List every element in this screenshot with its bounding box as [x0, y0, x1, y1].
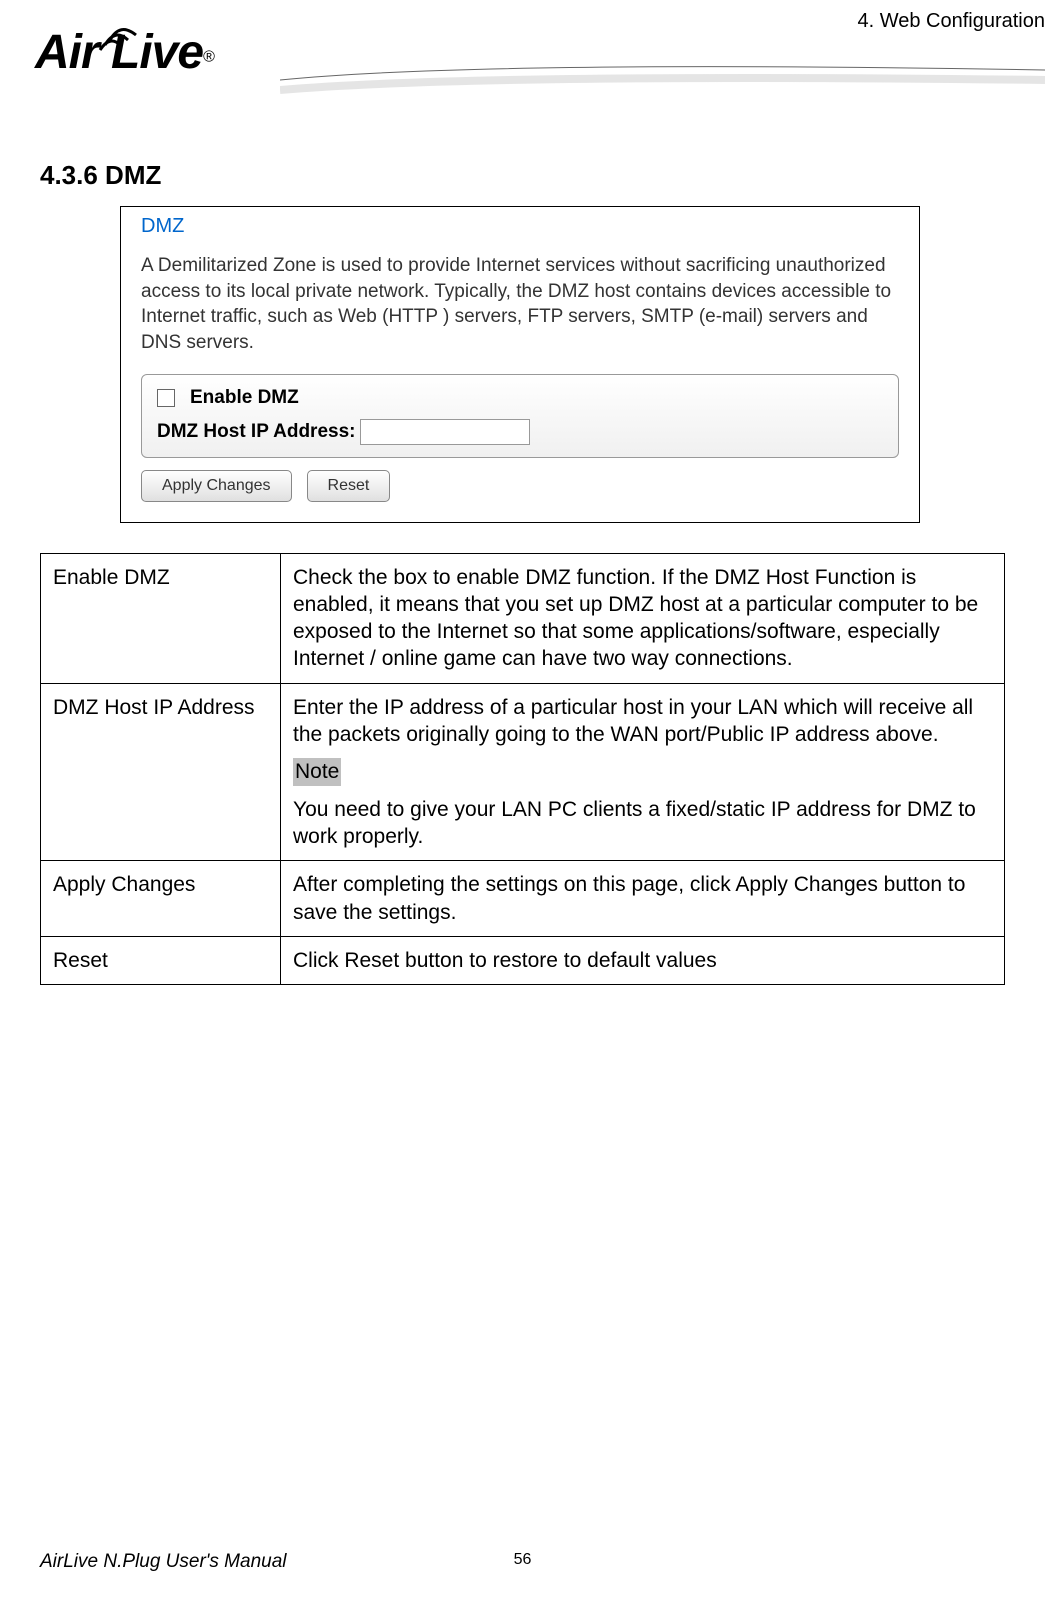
reset-button[interactable]: Reset	[307, 470, 391, 502]
dmz-form: Enable DMZ DMZ Host IP Address:	[141, 374, 899, 458]
page-number: 56	[514, 1551, 532, 1569]
dmz-screenshot: DMZ A Demilitarized Zone is used to prov…	[120, 206, 920, 523]
note-block: Note	[293, 758, 992, 785]
description-table: Enable DMZ Check the box to enable DMZ f…	[40, 553, 1005, 986]
page-header: 4. Web Configuration Air Live®	[0, 0, 1045, 130]
logo: Air Live®	[35, 25, 215, 80]
logo-registered-icon: ®	[203, 49, 215, 66]
page-footer: AirLive N.Plug User's Manual 56	[40, 1551, 1005, 1573]
enable-dmz-checkbox[interactable]	[157, 389, 175, 407]
param-name: Apply Changes	[41, 861, 281, 937]
breadcrumb: 4. Web Configuration	[857, 10, 1045, 33]
ip-address-label: DMZ Host IP Address:	[157, 421, 355, 443]
note-text: You need to give your LAN PC clients a f…	[293, 798, 976, 848]
manual-title: AirLive N.Plug User's Manual	[40, 1551, 287, 1573]
param-name: Reset	[41, 936, 281, 984]
table-row: Apply Changes After completing the setti…	[41, 861, 1005, 937]
param-desc: Check the box to enable DMZ function. If…	[281, 553, 1005, 683]
param-name: DMZ Host IP Address	[41, 683, 281, 860]
param-name: Enable DMZ	[41, 553, 281, 683]
header-curve-icon	[280, 55, 1045, 105]
enable-dmz-label: Enable DMZ	[190, 387, 299, 409]
param-desc: After completing the settings on this pa…	[281, 861, 1005, 937]
button-row: Apply Changes Reset	[141, 470, 899, 502]
note-label: Note	[293, 758, 341, 785]
ip-address-input[interactable]	[360, 419, 530, 445]
enable-dmz-row: Enable DMZ	[157, 387, 883, 409]
param-desc: Click Reset button to restore to default…	[281, 936, 1005, 984]
dmz-panel-body: A Demilitarized Zone is used to provide …	[121, 243, 919, 522]
param-desc: Enter the IP address of a particular hos…	[281, 683, 1005, 860]
table-row: Reset Click Reset button to restore to d…	[41, 936, 1005, 984]
table-row: Enable DMZ Check the box to enable DMZ f…	[41, 553, 1005, 683]
param-desc-text: Enter the IP address of a particular hos…	[293, 696, 973, 746]
apply-changes-button[interactable]: Apply Changes	[141, 470, 292, 502]
section-title: 4.3.6 DMZ	[40, 160, 1045, 191]
table-row: DMZ Host IP Address Enter the IP address…	[41, 683, 1005, 860]
dmz-description: A Demilitarized Zone is used to provide …	[141, 253, 899, 356]
logo-waves-icon	[80, 20, 160, 55]
dmz-panel-title: DMZ	[121, 207, 919, 243]
ip-address-row: DMZ Host IP Address:	[157, 419, 883, 445]
